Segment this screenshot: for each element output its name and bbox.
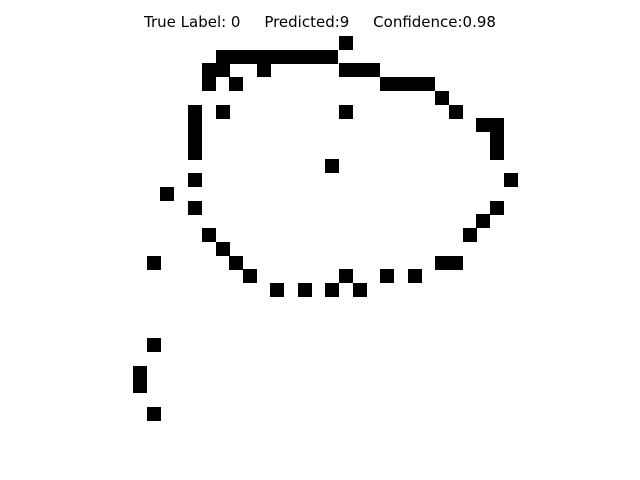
image-pixel — [353, 283, 367, 297]
image-pixel — [188, 201, 202, 215]
image-pixel — [188, 132, 202, 146]
image-pixel — [202, 63, 230, 77]
image-pixel — [257, 63, 271, 77]
image-pixel — [216, 242, 230, 256]
image-pixel — [229, 77, 243, 91]
image-pixel — [449, 105, 463, 119]
image-pixel — [188, 105, 202, 119]
image-pixel — [463, 228, 477, 242]
image-pixel — [339, 105, 353, 119]
image-pixel — [339, 36, 353, 50]
image-pixel — [380, 77, 435, 91]
image-pixel — [229, 256, 243, 270]
image-pixel — [435, 91, 449, 105]
image-pixel — [339, 269, 353, 283]
image-pixel — [216, 105, 230, 119]
image-pixel — [476, 118, 504, 132]
image-pixel — [188, 146, 202, 160]
image-pixel — [243, 269, 257, 283]
image-pixel — [435, 256, 463, 270]
image-pixel — [490, 146, 504, 160]
image-pixel — [325, 283, 339, 297]
image-pixel — [160, 187, 174, 201]
pixel-layer — [133, 36, 518, 421]
image-pixel — [490, 132, 504, 146]
image-pixel — [147, 338, 161, 352]
image-pixel — [408, 269, 422, 283]
image-pixel — [188, 118, 202, 132]
image-pixel — [325, 159, 339, 173]
image-pixel — [504, 173, 518, 187]
image-pixel — [147, 256, 161, 270]
image-pixel — [188, 173, 202, 187]
image-pixel — [216, 50, 338, 64]
image-pixel — [476, 214, 490, 228]
image-pixel — [298, 283, 312, 297]
image-pixel — [133, 366, 147, 380]
image-pixel — [380, 269, 394, 283]
image-pixel — [202, 228, 216, 242]
figure-title: True Label: 0 Predicted:9 Confidence:0.9… — [144, 13, 496, 31]
image-pixel — [339, 63, 380, 77]
image-pixel — [270, 283, 284, 297]
image-pixel — [133, 379, 147, 393]
image-pixel — [490, 201, 504, 215]
image-pixel — [147, 407, 161, 421]
image-pixel — [202, 77, 216, 91]
